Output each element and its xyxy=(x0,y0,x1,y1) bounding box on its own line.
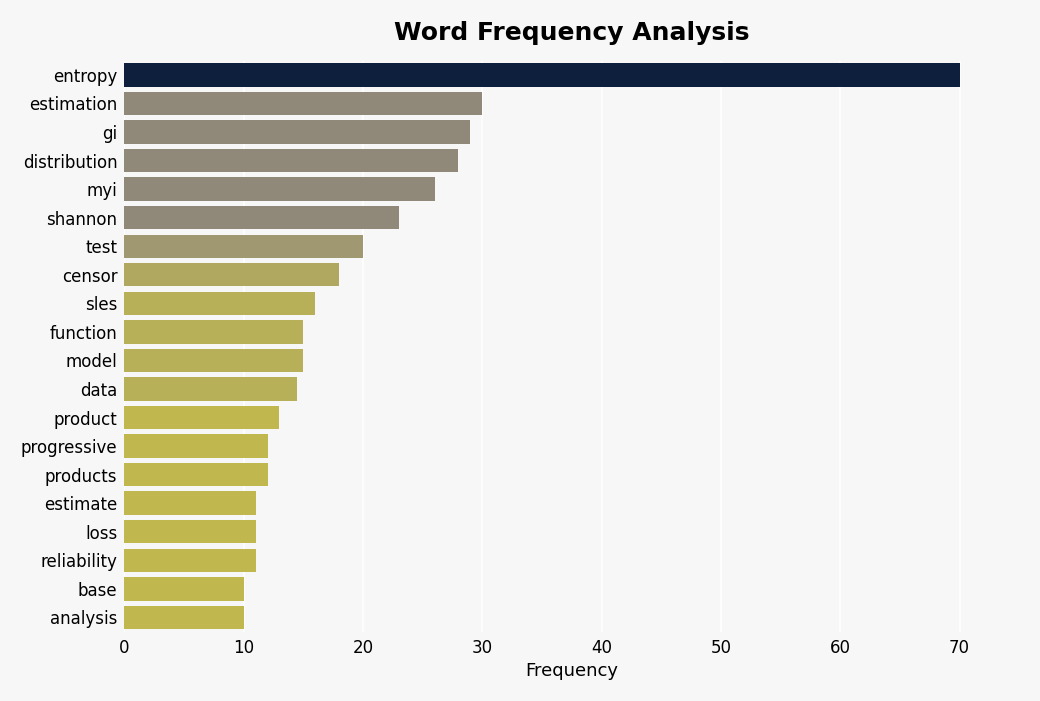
Bar xyxy=(125,206,398,229)
Bar xyxy=(125,121,470,144)
Title: Word Frequency Analysis: Word Frequency Analysis xyxy=(394,21,750,45)
Bar xyxy=(125,292,315,315)
Bar xyxy=(125,377,297,401)
Bar xyxy=(125,92,483,115)
Bar xyxy=(125,549,256,572)
Bar xyxy=(125,63,960,87)
Bar xyxy=(125,263,339,287)
Bar xyxy=(125,320,304,343)
Bar xyxy=(125,177,435,201)
Bar xyxy=(125,348,304,372)
Bar xyxy=(125,406,280,429)
Bar xyxy=(125,463,267,486)
Bar xyxy=(125,435,267,458)
Bar xyxy=(125,491,256,515)
Bar xyxy=(125,606,243,629)
Bar xyxy=(125,235,363,258)
Bar xyxy=(125,149,459,172)
Bar xyxy=(125,577,243,601)
Bar xyxy=(125,520,256,543)
X-axis label: Frequency: Frequency xyxy=(525,662,619,680)
